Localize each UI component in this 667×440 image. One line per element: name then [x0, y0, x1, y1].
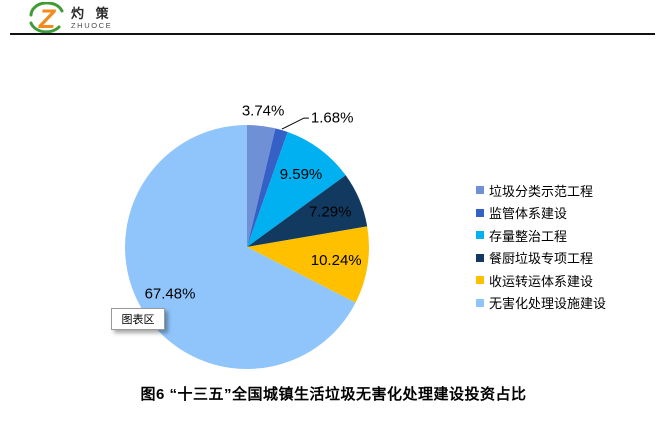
pie-data-label: 3.74% — [242, 102, 285, 119]
pie-slice-1[interactable] — [247, 125, 276, 247]
legend-item-6[interactable]: 无害化处理设施建设 — [476, 292, 606, 315]
figure-title: 图6 “十三五”全国城镇生活垃圾无害化处理建设投资占比 — [140, 386, 527, 403]
pie-data-label: 1.68% — [311, 110, 354, 127]
legend-item-label: 收运转运体系建设 — [489, 273, 594, 289]
header-divider-line — [10, 33, 655, 35]
legend-item-label: 存量整治工程 — [489, 228, 568, 244]
legend-item-label: 餐厨垃圾专项工程 — [489, 251, 594, 267]
brand-name-chinese: 灼 策 — [71, 5, 113, 21]
label-leader-line — [281, 117, 309, 130]
legend-item-4[interactable]: 餐厨垃圾专项工程 — [476, 247, 606, 270]
page-header: Z 灼 策 ZHUOCE — [0, 0, 667, 34]
chart-legend: 垃圾分类示范工程 监管体系建设 存量整治工程餐厨垃圾专项工程 收运转运体系建设 无害化处… — [476, 179, 606, 314]
legend-swatch-icon — [476, 253, 484, 262]
legend-item-label: 监管体系建设 — [489, 206, 568, 222]
brand-logo-icon: Z — [29, 2, 64, 34]
legend-item-label: 垃圾分类示范工程 — [489, 183, 594, 199]
brand-logo: Z 灼 策 ZHUOCE — [26, 2, 113, 34]
legend-item-3[interactable]: 存量整治工程 — [476, 224, 606, 247]
legend-item-label: 无害化处理设施建设 — [489, 296, 607, 312]
brand-name-english: ZHUOCE — [71, 20, 113, 30]
legend-swatch-icon — [476, 231, 484, 240]
pie-slice-4[interactable] — [247, 175, 368, 247]
pie-data-label: 7.29% — [309, 203, 352, 220]
pie-slice-6[interactable] — [125, 125, 356, 370]
pie-data-label: 67.48% — [145, 286, 196, 303]
pie-slice-2[interactable] — [247, 128, 288, 247]
legend-item-2[interactable]: 监管体系建设 — [476, 202, 606, 225]
pie-slice-3[interactable] — [247, 132, 346, 247]
pie-data-label: 10.24% — [311, 252, 362, 269]
legend-item-5[interactable]: 收运转运体系建设 — [476, 269, 606, 292]
legend-item-1[interactable]: 垃圾分类示范工程 — [476, 179, 606, 202]
legend-swatch-icon — [476, 208, 484, 217]
brand-z-letter: Z — [38, 4, 57, 34]
chart-area-tooltip: 图表区 — [111, 308, 165, 330]
pie-data-label: 9.59% — [280, 166, 323, 183]
chart-area-tooltip-label: 图表区 — [121, 314, 155, 326]
legend-swatch-icon — [476, 276, 484, 285]
legend-swatch-icon — [476, 186, 484, 195]
pie-slice-5[interactable] — [247, 226, 369, 303]
legend-swatch-icon — [476, 298, 484, 307]
